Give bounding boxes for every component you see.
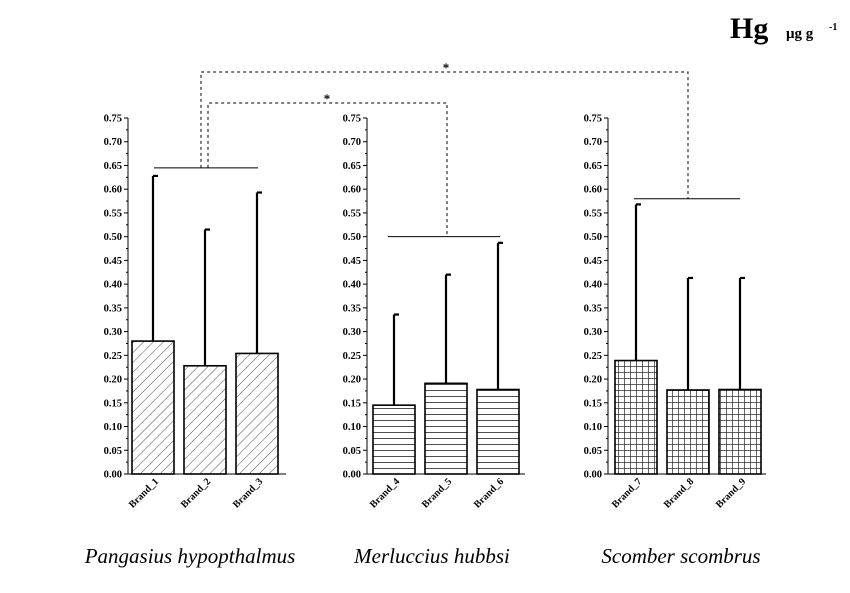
y-tick-label: 0.20 — [104, 375, 122, 386]
panel-1: 0.00 0.05 0.10 0.15 0.20 0.25 0.30 0.35 0.40 0.45… — [84, 114, 296, 569]
y-tick-label: 0.65 — [343, 161, 361, 172]
y-tick-label: 0.10 — [104, 422, 122, 433]
significance-bracket — [200, 71, 689, 199]
chart-unit-exponent: -1 — [829, 22, 837, 33]
bar — [131, 340, 175, 475]
y-tick-label: 0.50 — [104, 232, 122, 243]
panels: 0.00 0.05 0.10 0.15 0.20 0.25 0.30 0.35 0.40 0.45… — [84, 114, 766, 569]
category-label: Brand_9 — [714, 476, 748, 510]
y-tick-label: 0.30 — [104, 327, 122, 338]
significance-star: * — [443, 60, 450, 75]
y-tick-label: 0.70 — [104, 137, 122, 148]
category-label: Brand_2 — [179, 476, 213, 510]
y-tick-label: 0.55 — [343, 208, 361, 219]
category-label: Brand_3 — [231, 476, 265, 510]
y-tick-label: 0.70 — [343, 137, 361, 148]
species-label: Scomber scombrus — [601, 544, 760, 568]
y-tick-label: 0.15 — [343, 398, 361, 409]
bar — [614, 359, 658, 475]
category-label: Brand_4 — [368, 476, 402, 510]
y-tick-label: 0.25 — [343, 351, 361, 362]
y-tick-label: 0.50 — [343, 232, 361, 243]
y-tick-label: 0.05 — [343, 446, 361, 457]
y-tick-label: 0.30 — [343, 327, 361, 338]
y-tick-label: 0.00 — [343, 470, 361, 481]
y-tick-label: 0.05 — [104, 446, 122, 457]
y-tick-label: 0.45 — [104, 256, 122, 267]
significance-bracket — [207, 102, 448, 237]
significance-annotations: ** — [200, 60, 689, 237]
y-tick-label: 0.15 — [584, 398, 602, 409]
y-tick-label: 0.40 — [584, 280, 602, 291]
bar — [183, 364, 227, 475]
y-tick-label: 0.05 — [584, 446, 602, 457]
y-tick-label: 0.15 — [104, 398, 122, 409]
y-tick-label: 0.70 — [584, 137, 602, 148]
y-tick-label: 0.60 — [343, 185, 361, 196]
y-tick-label: 0.65 — [104, 161, 122, 172]
y-tick-label: 0.10 — [584, 422, 602, 433]
category-label: Brand_1 — [127, 476, 161, 510]
y-tick-label: 0.20 — [343, 375, 361, 386]
y-tick-label: 0.60 — [104, 185, 122, 196]
category-label: Brand_7 — [610, 476, 644, 510]
category-label: Brand_6 — [472, 476, 506, 510]
y-tick-label: 0.50 — [584, 232, 602, 243]
chart-unit: μg g — [786, 26, 814, 42]
chart-title-text: Hg — [730, 12, 768, 45]
bar — [372, 404, 416, 475]
y-tick-label: 0.10 — [343, 422, 361, 433]
y-tick-label: 0.20 — [584, 375, 602, 386]
y-tick-label: 0.00 — [584, 470, 602, 481]
y-tick-label: 0.00 — [104, 470, 122, 481]
panel-2: 0.00 0.05 0.10 0.15 0.20 0.25 0.30 0.35 0.40 0.45… — [343, 114, 525, 568]
category-label: Brand_8 — [662, 476, 696, 510]
species-label: Merluccius hubbsi — [353, 544, 510, 568]
panel-3: 0.00 0.05 0.10 0.15 0.20 0.25 0.30 0.35 0.40 0.45… — [584, 114, 766, 568]
y-tick-label: 0.75 — [104, 114, 122, 125]
y-tick-label: 0.25 — [104, 351, 122, 362]
y-tick-label: 0.30 — [584, 327, 602, 338]
y-tick-label: 0.75 — [584, 114, 602, 125]
chart-title: Hg μg g -1 — [730, 12, 837, 45]
y-tick-label: 0.45 — [584, 256, 602, 267]
bar — [666, 389, 710, 475]
y-tick-label: 0.40 — [343, 280, 361, 291]
y-tick-label: 0.65 — [584, 161, 602, 172]
y-tick-label: 0.35 — [343, 303, 361, 314]
category-label: Brand_5 — [420, 476, 454, 510]
y-tick-label: 0.45 — [343, 256, 361, 267]
bar — [424, 382, 468, 475]
bar — [235, 352, 279, 475]
species-label: Pangasius hypopthalmus — [84, 544, 296, 568]
y-tick-label: 0.75 — [343, 114, 361, 125]
y-tick-label: 0.40 — [104, 280, 122, 291]
bar — [476, 388, 520, 475]
bar — [718, 388, 762, 475]
significance-star: * — [324, 91, 331, 106]
y-tick-label: 0.25 — [584, 351, 602, 362]
y-tick-label: 0.55 — [104, 208, 122, 219]
y-tick-label: 0.35 — [584, 303, 602, 314]
y-tick-label: 0.55 — [584, 208, 602, 219]
y-tick-label: 0.60 — [584, 185, 602, 196]
y-tick-label: 0.35 — [104, 303, 122, 314]
